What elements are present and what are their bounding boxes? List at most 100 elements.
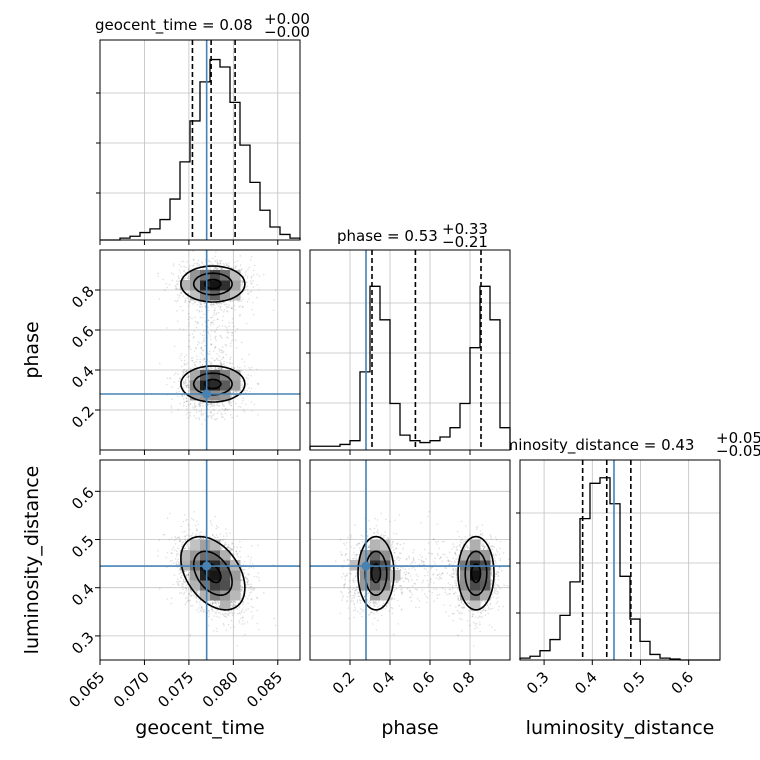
- sample-point: [217, 302, 220, 304]
- sample-point: [170, 407, 173, 409]
- sample-point: [213, 347, 216, 349]
- sample-point: [184, 530, 186, 533]
- sample-point: [185, 370, 188, 373]
- sample-point: [187, 375, 190, 377]
- y-tick-label: 0.6: [68, 322, 98, 352]
- sample-point: [208, 368, 210, 370]
- sample-point: [193, 259, 195, 261]
- sample-point: [226, 310, 228, 312]
- sample-point: [210, 362, 213, 364]
- sample-point: [244, 389, 246, 392]
- sample-point: [243, 561, 246, 563]
- sample-point: [225, 262, 228, 265]
- sample-point: [231, 362, 233, 365]
- sample-point: [199, 401, 201, 404]
- sample-point: [225, 353, 228, 356]
- sample-point: [229, 362, 231, 365]
- sample-point: [188, 322, 190, 325]
- sample-point: [220, 363, 223, 366]
- title-geocent-time-plus: +0.00: [264, 10, 310, 28]
- sample-point: [186, 277, 188, 279]
- sample-point: [198, 418, 201, 421]
- sample-point: [199, 305, 202, 308]
- sample-point: [216, 259, 219, 262]
- sample-point: [217, 311, 220, 314]
- sample-point: [240, 383, 243, 385]
- title-geocent-time-median: 0.08: [219, 16, 252, 34]
- sample-point: [223, 264, 226, 266]
- sample-point: [216, 404, 218, 406]
- sample-point: [187, 386, 190, 389]
- sample-point: [248, 387, 250, 389]
- sample-point: [185, 397, 188, 400]
- sample-point: [241, 286, 244, 288]
- sample-point: [211, 357, 213, 360]
- sample-point: [181, 374, 184, 376]
- sample-point: [177, 408, 180, 411]
- sample-point: [249, 561, 251, 564]
- sample-point: [190, 605, 192, 607]
- sample-point: [256, 273, 259, 276]
- sample-point: [212, 610, 214, 613]
- sample-point: [201, 334, 204, 337]
- sample-point: [257, 629, 260, 631]
- sample-point: [172, 273, 175, 276]
- sample-point: [203, 344, 206, 347]
- sample-point: [182, 295, 184, 298]
- sample-point: [247, 555, 250, 558]
- sample-point: [239, 366, 241, 369]
- sample-point: [228, 402, 230, 404]
- sample-point: [231, 614, 234, 617]
- sample-point: [226, 408, 229, 411]
- sample-point: [242, 306, 244, 308]
- sample-point: [223, 311, 225, 313]
- sample-point: [177, 283, 179, 286]
- sample-point: [165, 282, 167, 285]
- sample-point: [184, 538, 186, 540]
- sample-point: [221, 268, 223, 270]
- sample-point: [221, 309, 223, 312]
- sample-point: [241, 586, 244, 589]
- sample-point: [187, 318, 190, 320]
- sample-point: [233, 367, 236, 370]
- sample-point: [231, 391, 234, 393]
- sample-point: [241, 358, 243, 361]
- sample-point: [213, 413, 215, 416]
- sample-point: [201, 342, 203, 344]
- sample-point: [188, 316, 191, 319]
- sample-point: [193, 402, 196, 405]
- sample-point: [182, 260, 185, 263]
- sample-point: [178, 263, 181, 266]
- sample-point: [211, 417, 213, 419]
- sample-point: [192, 302, 194, 305]
- sample-point: [230, 396, 233, 398]
- sample-point: [230, 307, 233, 310]
- title-luminosity-distance-plus: +0.05: [716, 429, 760, 447]
- sample-point: [220, 358, 223, 360]
- sample-point: [169, 560, 172, 563]
- xlabel-geocent-time: geocent_time: [135, 717, 264, 739]
- xlabel-phase: phase: [381, 717, 438, 739]
- sample-point: [202, 537, 204, 540]
- sample-point: [177, 299, 179, 301]
- sample-point: [215, 251, 217, 254]
- sample-point: [224, 325, 227, 328]
- sample-point: [182, 387, 185, 389]
- sample-point: [209, 266, 212, 269]
- sample-point: [184, 299, 187, 302]
- title-luminosity-distance-minus: −0.05: [716, 442, 760, 460]
- title-phase-median: 0.53: [404, 227, 437, 245]
- sample-point: [225, 264, 228, 266]
- sample-point: [172, 546, 175, 548]
- panel-phase-vs-phase: [306, 249, 511, 455]
- sample-point: [175, 287, 177, 290]
- sample-point: [183, 401, 186, 403]
- sample-point: [248, 594, 250, 597]
- sample-point: [219, 308, 221, 310]
- sample-point: [216, 417, 219, 420]
- sample-point: [229, 342, 232, 345]
- sample-point: [217, 263, 220, 265]
- sample-point: [186, 411, 189, 414]
- sample-point: [185, 354, 188, 356]
- sample-point: [219, 335, 222, 338]
